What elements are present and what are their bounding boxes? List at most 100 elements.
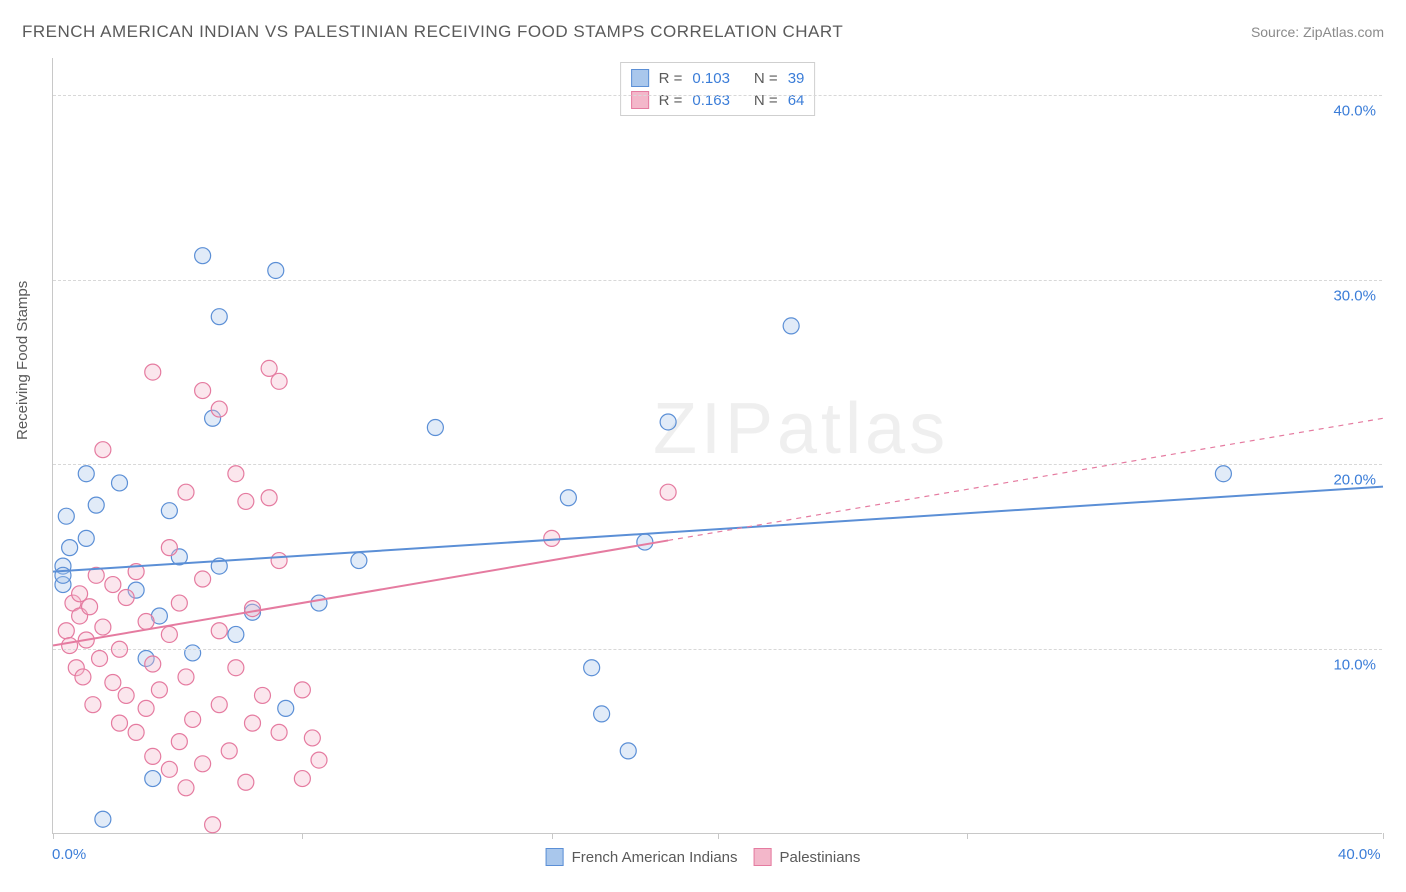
data-point	[228, 466, 244, 482]
data-point	[128, 724, 144, 740]
data-point	[178, 484, 194, 500]
data-point	[211, 623, 227, 639]
legend-swatch	[631, 69, 649, 87]
chart-plot-area: ZIPatlas R = 0.103 N = 39 R = 0.163 N = …	[52, 58, 1382, 834]
source-attribution: Source: ZipAtlas.com	[1251, 24, 1384, 40]
data-point	[294, 682, 310, 698]
data-point	[195, 248, 211, 264]
data-point	[228, 660, 244, 676]
data-point	[261, 490, 277, 506]
data-point	[278, 700, 294, 716]
data-point	[311, 595, 327, 611]
legend-swatch	[631, 91, 649, 109]
x-tick	[552, 833, 553, 839]
data-point	[254, 687, 270, 703]
data-point	[62, 540, 78, 556]
data-point	[660, 414, 676, 430]
stat-r-label: R =	[659, 70, 683, 87]
data-point	[138, 614, 154, 630]
data-point	[783, 318, 799, 334]
x-tick-label: 0.0%	[52, 846, 86, 863]
stat-n-value: 39	[788, 70, 805, 87]
data-point	[145, 364, 161, 380]
data-point	[161, 626, 177, 642]
data-point	[195, 571, 211, 587]
legend-series-label: French American Indians	[572, 849, 738, 866]
data-point	[145, 771, 161, 787]
data-point	[211, 401, 227, 417]
chart-title: FRENCH AMERICAN INDIAN VS PALESTINIAN RE…	[22, 22, 843, 42]
data-point	[238, 493, 254, 509]
correlation-legend: R = 0.103 N = 39 R = 0.163 N = 64	[620, 62, 816, 116]
data-point	[238, 774, 254, 790]
regression-line-extrapolated	[668, 418, 1383, 540]
gridline	[53, 649, 1382, 650]
data-point	[62, 638, 78, 654]
x-tick	[1383, 833, 1384, 839]
data-point	[221, 743, 237, 759]
x-tick	[53, 833, 54, 839]
data-point	[245, 601, 261, 617]
data-point	[95, 442, 111, 458]
data-point	[271, 724, 287, 740]
data-point	[112, 475, 128, 491]
gridline	[53, 464, 1382, 465]
data-point	[294, 771, 310, 787]
y-tick-label: 20.0%	[1333, 472, 1376, 489]
data-point	[195, 383, 211, 399]
x-tick-label: 40.0%	[1338, 846, 1381, 863]
data-point	[105, 674, 121, 690]
data-point	[171, 595, 187, 611]
data-point	[58, 623, 74, 639]
data-point	[195, 756, 211, 772]
stat-n-label: N =	[754, 70, 778, 87]
data-point	[228, 626, 244, 642]
data-point	[304, 730, 320, 746]
data-point	[560, 490, 576, 506]
data-point	[58, 508, 74, 524]
data-point	[637, 534, 653, 550]
scatter-plot-svg	[53, 58, 1382, 833]
data-point	[161, 503, 177, 519]
data-point	[544, 530, 560, 546]
data-point	[211, 697, 227, 713]
legend-swatch	[754, 848, 772, 866]
x-tick	[718, 833, 719, 839]
data-point	[78, 466, 94, 482]
legend-series-item: Palestinians	[754, 848, 861, 866]
gridline	[53, 280, 1382, 281]
data-point	[82, 599, 98, 615]
data-point	[178, 669, 194, 685]
data-point	[185, 711, 201, 727]
data-point	[311, 752, 327, 768]
data-point	[105, 577, 121, 593]
data-point	[95, 619, 111, 635]
x-tick	[302, 833, 303, 839]
data-point	[271, 553, 287, 569]
data-point	[271, 373, 287, 389]
y-tick-label: 10.0%	[1333, 657, 1376, 674]
data-point	[205, 817, 221, 833]
data-point	[145, 748, 161, 764]
data-point	[145, 656, 161, 672]
legend-stat-row: R = 0.163 N = 64	[631, 89, 805, 111]
x-tick	[967, 833, 968, 839]
data-point	[78, 530, 94, 546]
data-point	[138, 700, 154, 716]
data-point	[211, 309, 227, 325]
data-point	[268, 262, 284, 278]
data-point	[85, 697, 101, 713]
data-point	[351, 553, 367, 569]
data-point	[584, 660, 600, 676]
data-point	[92, 650, 108, 666]
y-axis-label: Receiving Food Stamps	[14, 281, 31, 440]
series-legend: French American Indians Palestinians	[546, 842, 861, 872]
data-point	[185, 645, 201, 661]
data-point	[1215, 466, 1231, 482]
data-point	[245, 715, 261, 731]
data-point	[427, 420, 443, 436]
data-point	[178, 780, 194, 796]
data-point	[594, 706, 610, 722]
data-point	[118, 687, 134, 703]
legend-series-label: Palestinians	[780, 849, 861, 866]
